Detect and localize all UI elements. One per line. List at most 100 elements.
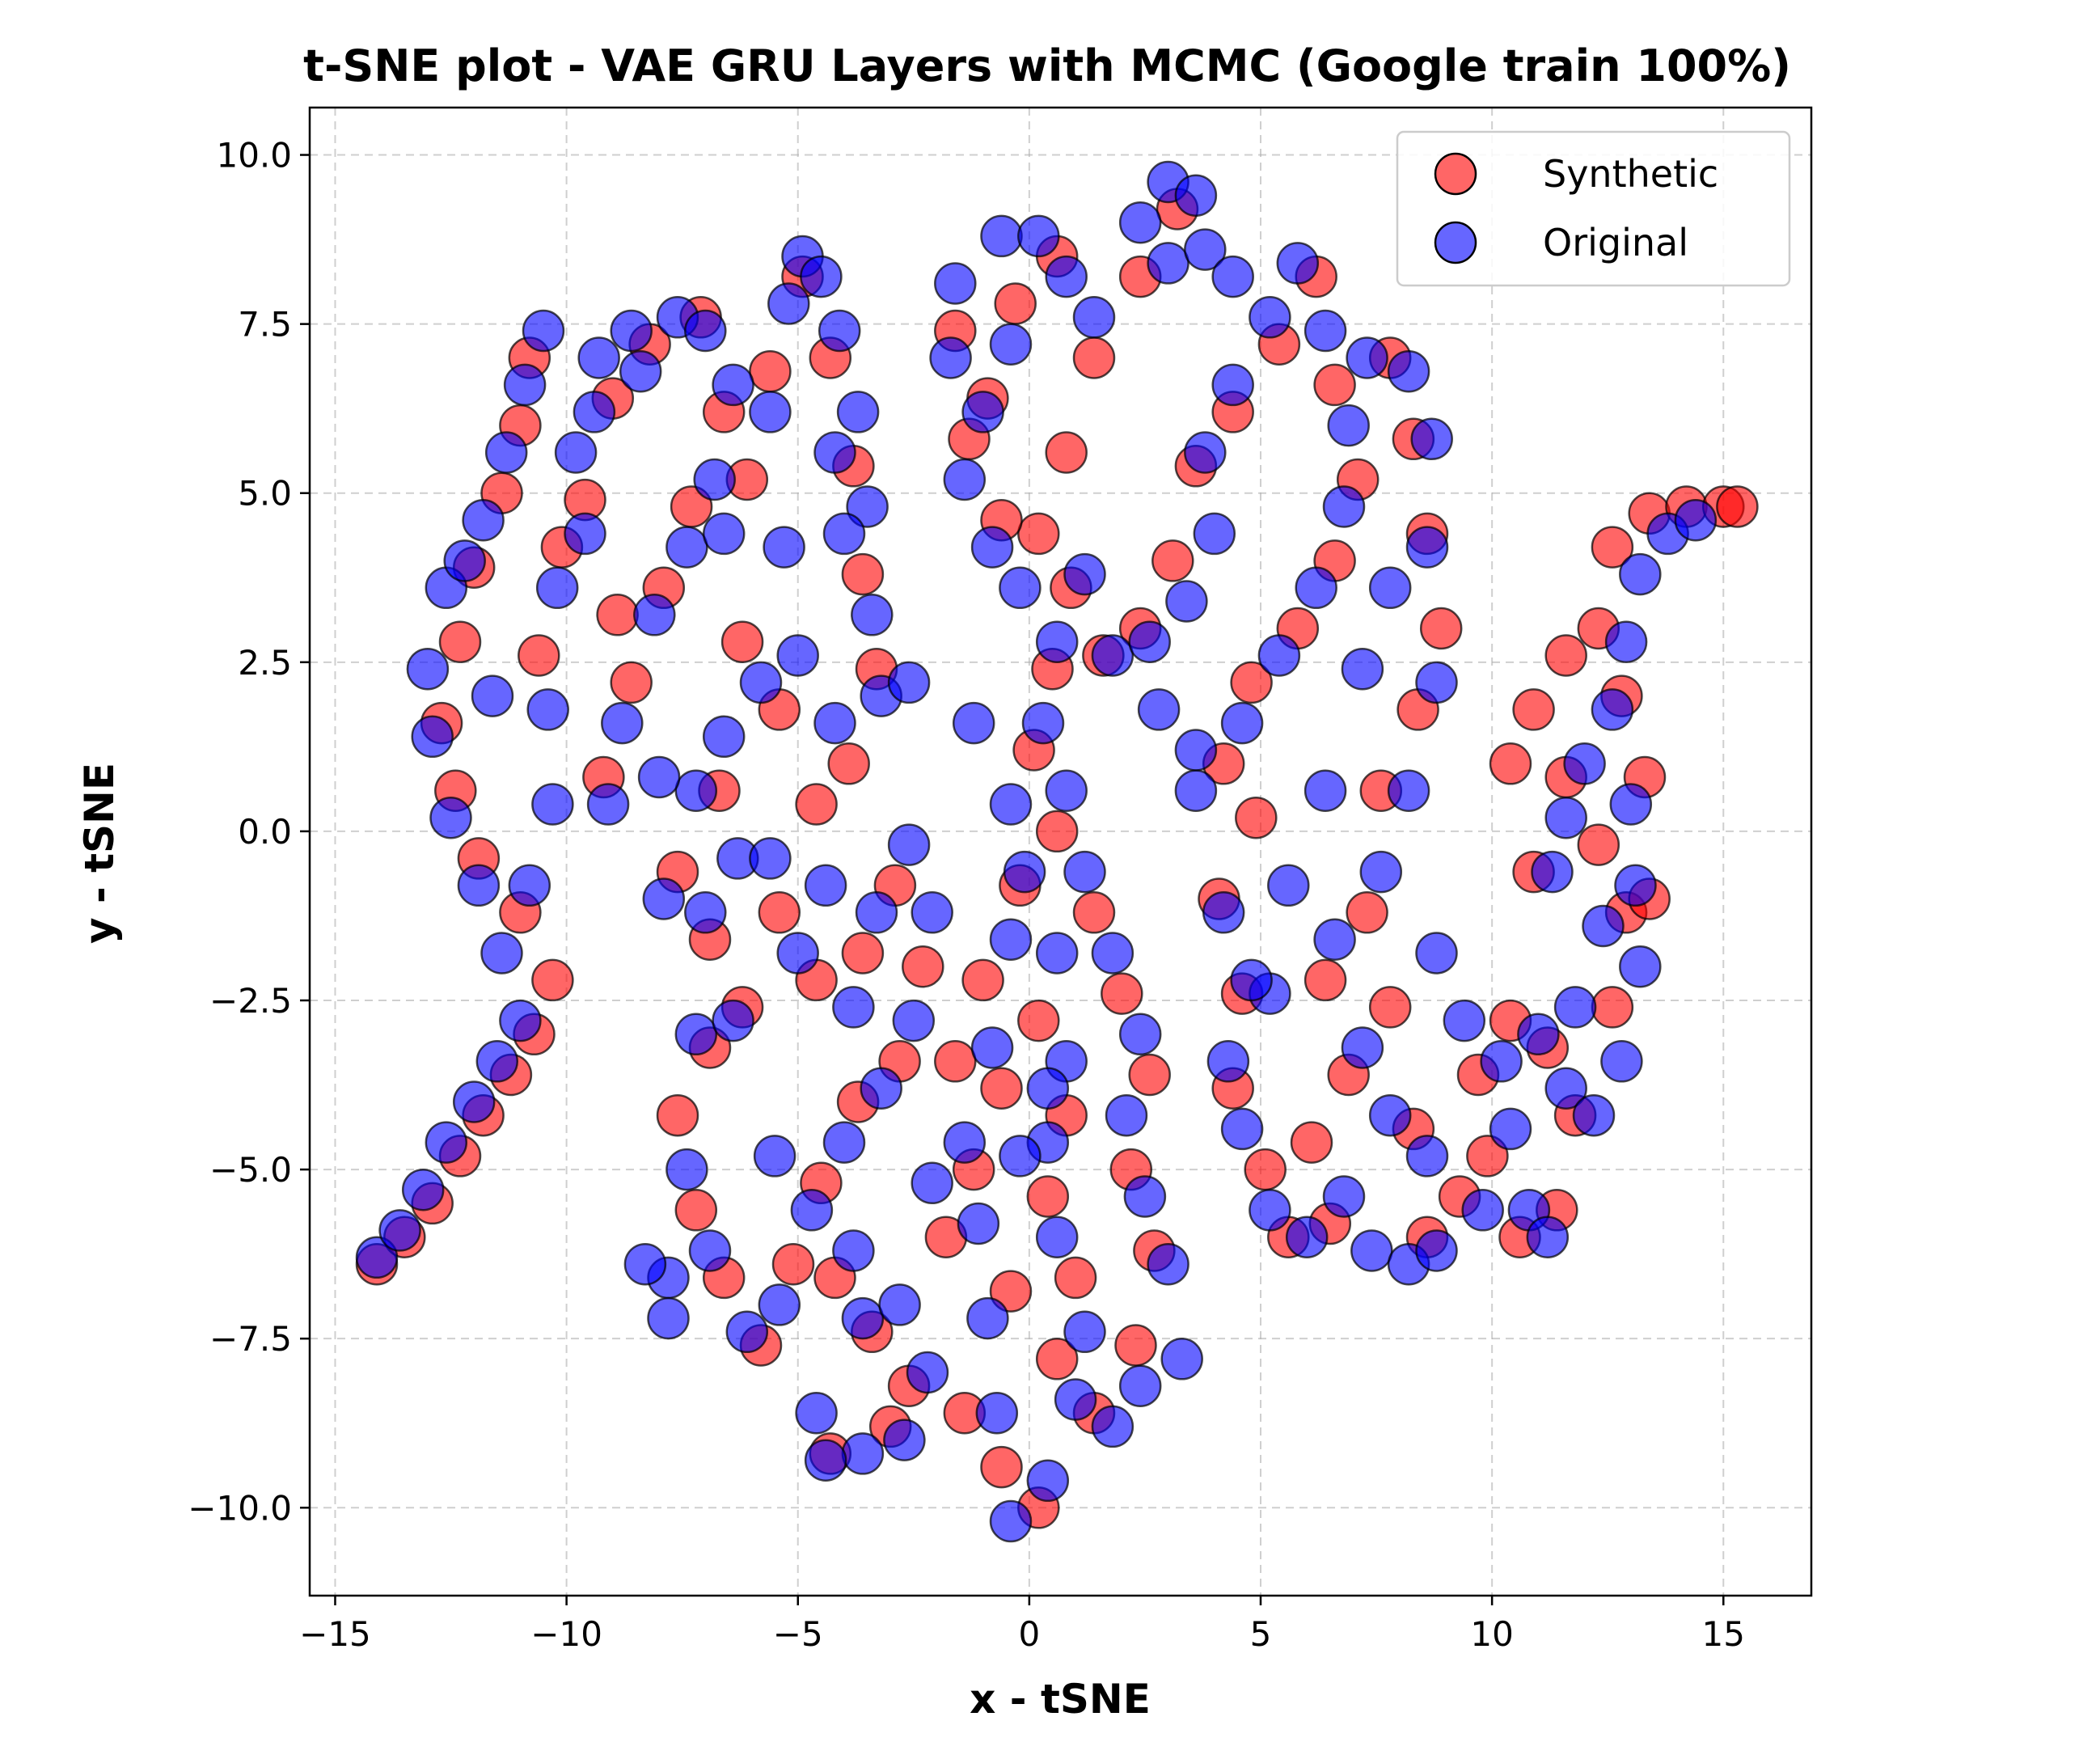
- data-point-synthetic: [531, 958, 574, 1002]
- data-point-original: [1054, 1378, 1097, 1421]
- data-point-original: [961, 391, 1004, 433]
- data-point-original: [966, 1296, 1009, 1340]
- data-point-original: [1276, 242, 1320, 285]
- data-point-synthetic: [596, 594, 639, 636]
- data-point-synthetic: [1026, 1175, 1070, 1218]
- data-point-synthetic: [771, 1242, 815, 1286]
- data-point-original: [601, 701, 644, 745]
- data-point-synthetic: [1151, 539, 1194, 582]
- data-point-original: [1072, 296, 1116, 339]
- data-point-original: [564, 512, 606, 556]
- data-point-original: [499, 999, 542, 1042]
- data-point-original: [1123, 1175, 1167, 1218]
- data-point-original: [633, 594, 676, 636]
- data-point-original: [841, 1296, 885, 1340]
- data-point-original: [1035, 620, 1079, 663]
- data-point-original: [1285, 1216, 1329, 1258]
- data-point-original: [355, 1236, 399, 1279]
- data-point-original: [688, 1229, 732, 1272]
- data-point-synthetic: [1368, 986, 1412, 1029]
- plot-frame: [308, 106, 1813, 1597]
- data-point-original: [1063, 552, 1106, 596]
- data-point-original: [841, 1432, 885, 1475]
- data-point-original: [795, 1391, 838, 1435]
- data-point-original: [429, 796, 472, 839]
- data-point-original: [1220, 701, 1264, 745]
- data-point-synthetic: [1235, 796, 1278, 839]
- data-point-original: [1220, 1107, 1264, 1151]
- data-point-original: [411, 715, 454, 759]
- data-point-original: [684, 891, 727, 934]
- data-point-original: [665, 1148, 708, 1191]
- data-point-original: [378, 1209, 421, 1252]
- data-point-original: [1327, 404, 1370, 447]
- data-point-original: [1230, 958, 1273, 1002]
- y-tick-label: 0.0: [238, 812, 292, 852]
- data-point-original: [1091, 932, 1135, 975]
- data-point-original: [647, 1296, 690, 1340]
- data-point-synthetic: [1577, 823, 1620, 866]
- data-point-original: [1415, 932, 1458, 975]
- data-point-original: [619, 349, 662, 393]
- data-point-original: [1211, 363, 1254, 407]
- data-point-original: [989, 323, 1033, 366]
- data-point-original: [822, 1121, 866, 1164]
- data-point-original: [1387, 769, 1430, 812]
- data-point-original: [878, 1283, 921, 1326]
- data-point-original: [776, 634, 819, 677]
- x-tick-label: −10: [530, 1614, 602, 1654]
- data-point-original: [1147, 242, 1189, 285]
- data-point-synthetic: [989, 1270, 1033, 1313]
- x-tick-label: −15: [299, 1614, 371, 1654]
- data-point-original: [929, 336, 972, 379]
- data-point-synthetic: [610, 661, 653, 704]
- legend: Synthetic Original: [1396, 130, 1791, 287]
- data-point-original: [1026, 1459, 1070, 1503]
- data-point-original: [684, 309, 727, 353]
- data-point-original: [813, 701, 856, 745]
- data-point-original: [1249, 296, 1291, 339]
- data-point-original: [1304, 769, 1347, 812]
- data-point-original: [1211, 255, 1254, 298]
- data-point-original: [832, 1229, 875, 1272]
- legend-label-original: Original: [1543, 221, 1688, 264]
- data-point-synthetic: [1716, 485, 1759, 528]
- data-point-original: [1563, 742, 1606, 785]
- data-point-original: [702, 512, 746, 556]
- axis-ticks: −15 −10 −5 0 5 10 15 −10.0 −7.5 −5.0 −2.5 0.0 2.5 5.0…: [188, 136, 1745, 1654]
- data-point-original: [1544, 1067, 1587, 1110]
- chart-title: t-SNE plot - VAE GRU Layers with MCMC (G…: [303, 40, 1791, 91]
- data-point-synthetic: [758, 891, 801, 934]
- data-point-original: [1461, 1189, 1504, 1232]
- data-point-original: [1350, 1229, 1393, 1272]
- data-point-original: [1322, 485, 1366, 528]
- data-point-original: [1322, 1175, 1366, 1218]
- legend-box: [1396, 130, 1791, 287]
- data-point-original: [573, 391, 616, 433]
- data-point-original: [1489, 1107, 1532, 1151]
- data-point-original: [610, 309, 653, 353]
- data-point-original: [943, 458, 987, 501]
- x-tick-label: 15: [1702, 1614, 1745, 1654]
- data-point-original: [887, 661, 931, 704]
- data-point-original: [1443, 999, 1486, 1042]
- data-point-original: [980, 214, 1023, 258]
- data-point-synthetic: [1054, 1256, 1097, 1300]
- data-point-original: [813, 431, 856, 474]
- data-point-synthetic: [961, 958, 1004, 1002]
- data-point-original: [1128, 620, 1171, 663]
- data-point-original: [999, 566, 1042, 610]
- data-point-original: [749, 837, 792, 880]
- data-point-original: [1600, 1040, 1643, 1083]
- data-point-original: [957, 1202, 1000, 1245]
- data-point-original: [712, 999, 754, 1042]
- data-point-original: [943, 1121, 987, 1164]
- data-point-original: [1517, 1013, 1560, 1056]
- data-point-original: [1304, 309, 1347, 353]
- data-point-original: [1346, 336, 1388, 379]
- data-point-original: [480, 932, 523, 975]
- data-point-original: [1118, 1013, 1162, 1056]
- data-point-original: [586, 783, 630, 826]
- legend-label-synthetic: Synthetic: [1543, 152, 1718, 196]
